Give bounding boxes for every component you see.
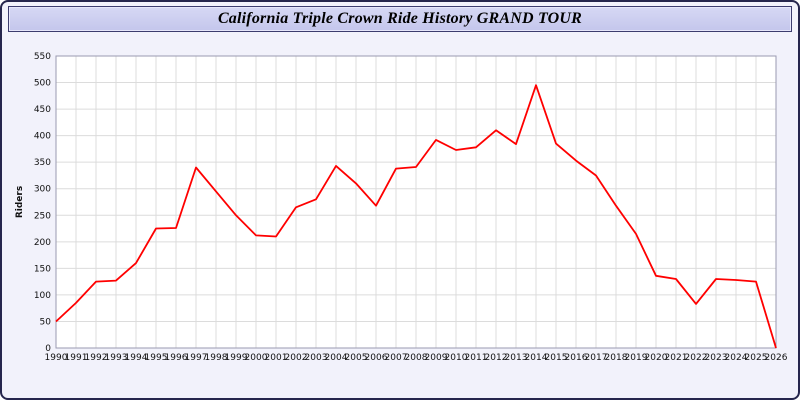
svg-text:1997: 1997	[185, 353, 208, 363]
svg-text:2026: 2026	[765, 353, 788, 363]
svg-text:500: 500	[34, 79, 51, 89]
svg-text:2010: 2010	[445, 353, 468, 363]
svg-text:1993: 1993	[105, 353, 128, 363]
svg-text:2006: 2006	[365, 353, 388, 363]
svg-text:1996: 1996	[165, 353, 188, 363]
svg-text:50: 50	[40, 317, 52, 327]
svg-text:2003: 2003	[305, 353, 328, 363]
svg-text:2014: 2014	[525, 353, 548, 363]
svg-text:2019: 2019	[625, 353, 648, 363]
svg-text:2009: 2009	[425, 353, 448, 363]
svg-text:0: 0	[45, 344, 51, 354]
svg-text:200: 200	[34, 238, 51, 248]
svg-text:550: 550	[34, 52, 51, 62]
svg-text:2015: 2015	[545, 353, 568, 363]
svg-text:2012: 2012	[485, 353, 508, 363]
svg-text:2004: 2004	[325, 353, 348, 363]
svg-text:2022: 2022	[685, 353, 708, 363]
chart-title: California Triple Crown Ride History GRA…	[217, 10, 583, 27]
line-chart: 1990199119921993199419951996199719981999…	[15, 52, 788, 363]
svg-text:350: 350	[34, 158, 51, 168]
svg-text:250: 250	[34, 211, 51, 221]
svg-text:1994: 1994	[125, 353, 148, 363]
chart-area: 1990 1991 1992 1993 1994 1995 1996 1997 1998 1999…	[2, 32, 798, 384]
svg-text:2005: 2005	[345, 353, 368, 363]
svg-text:Riders: Riders	[15, 186, 25, 218]
svg-text:2018: 2018	[605, 353, 628, 363]
svg-text:1995: 1995	[145, 353, 168, 363]
svg-text:2016: 2016	[565, 353, 588, 363]
svg-text:1990: 1990	[45, 353, 68, 363]
svg-text:1998: 1998	[205, 353, 228, 363]
svg-text:2008: 2008	[405, 353, 428, 363]
svg-text:1992: 1992	[85, 353, 108, 363]
svg-text:100: 100	[34, 291, 51, 301]
svg-text:2017: 2017	[585, 353, 608, 363]
svg-text:2021: 2021	[665, 353, 688, 363]
svg-text:2020: 2020	[645, 353, 668, 363]
svg-text:400: 400	[34, 132, 51, 142]
svg-text:2011: 2011	[465, 353, 488, 363]
svg-text:2023: 2023	[705, 353, 728, 363]
svg-text:150: 150	[34, 264, 51, 274]
svg-text:2024: 2024	[725, 353, 748, 363]
svg-text:2025: 2025	[745, 353, 768, 363]
svg-text:1999: 1999	[225, 353, 248, 363]
svg-text:2007: 2007	[385, 353, 408, 363]
svg-text:450: 450	[34, 105, 51, 115]
svg-text:1991: 1991	[65, 353, 88, 363]
svg-text:2013: 2013	[505, 353, 528, 363]
svg-text:2002: 2002	[285, 353, 308, 363]
svg-text:2000: 2000	[245, 353, 268, 363]
chart-title-bar: California Triple Crown Ride History GRA…	[8, 6, 792, 32]
svg-text:300: 300	[34, 185, 51, 195]
svg-text:2001: 2001	[265, 353, 288, 363]
